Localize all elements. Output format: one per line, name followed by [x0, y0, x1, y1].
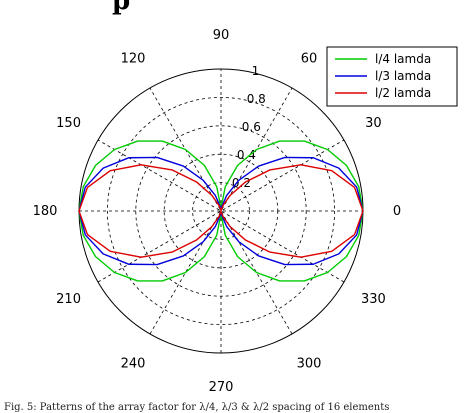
grid-spoke — [149, 87, 293, 335]
angle-tick-label: 180 — [33, 204, 58, 219]
radius-tick-label: 0.6 — [242, 120, 261, 134]
radius-tick-label: 1 — [252, 64, 260, 78]
grid-spoke — [97, 139, 345, 283]
angle-tick-label: 30 — [365, 116, 382, 131]
angle-tick-label: 90 — [213, 28, 230, 43]
angle-tick-label: 120 — [121, 52, 146, 67]
angle-tick-label: 330 — [361, 292, 386, 307]
series-line — [78, 164, 364, 258]
radius-tick-label: 0.4 — [237, 148, 256, 162]
radius-tick-label: 0.8 — [247, 92, 266, 106]
angle-tick-label: 210 — [56, 292, 81, 307]
grid-ring — [107, 97, 335, 325]
legend-label: l/3 lamda — [375, 69, 431, 83]
angle-tick-label: 60 — [301, 52, 318, 67]
angle-tick-label: 240 — [121, 356, 146, 371]
legend-label: l/2 lamda — [375, 86, 431, 100]
grid-spoke — [149, 87, 293, 335]
grid-spoke — [97, 139, 345, 283]
angle-tick-label: 0 — [393, 204, 401, 219]
legend-label: l/4 lamda — [375, 52, 431, 66]
title-fragment: p — [112, 0, 131, 16]
radius-tick-label: 0.2 — [232, 176, 251, 190]
angle-tick-label: 150 — [56, 116, 81, 131]
angle-tick-label: 270 — [209, 380, 234, 395]
figure-caption: Fig. 5: Patterns of the array factor for… — [4, 402, 390, 413]
angle-tick-label: 300 — [297, 356, 322, 371]
legend: l/4 lamda l/3 lamda l/2 lamda — [326, 46, 458, 107]
